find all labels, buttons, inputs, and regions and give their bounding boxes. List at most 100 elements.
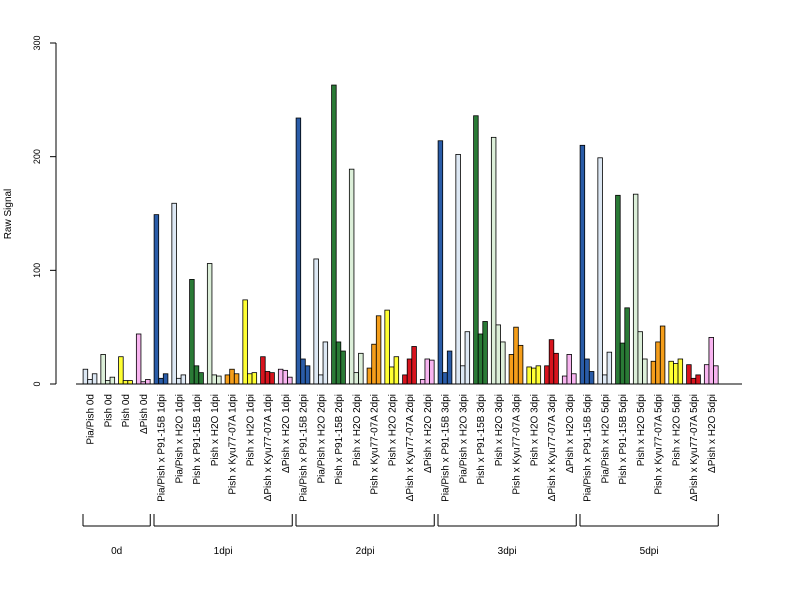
bar bbox=[189, 279, 195, 385]
bar bbox=[224, 374, 231, 385]
bar bbox=[713, 365, 719, 385]
category-label: Pia/Pish x H2O 2dpi bbox=[316, 394, 327, 484]
category-label: Pia/Pish x H2O 1dpi bbox=[174, 394, 185, 484]
category-label: Pish x H2O 2dpi bbox=[387, 394, 398, 466]
bar bbox=[118, 356, 124, 385]
bar bbox=[673, 363, 679, 385]
bar bbox=[548, 339, 555, 385]
bar bbox=[153, 214, 160, 385]
bar bbox=[82, 368, 89, 385]
bar bbox=[251, 372, 258, 385]
group-label: 3dpi bbox=[498, 546, 517, 557]
bar bbox=[553, 352, 559, 385]
bar bbox=[703, 364, 710, 385]
group-label: 0d bbox=[111, 546, 122, 557]
bar bbox=[193, 365, 200, 385]
category-label: Pia/Pish x H2O 3dpi bbox=[458, 394, 469, 484]
bar bbox=[313, 258, 319, 385]
bar bbox=[708, 336, 714, 385]
bar bbox=[619, 342, 626, 385]
bar bbox=[384, 309, 390, 385]
bar bbox=[353, 372, 359, 385]
category-label: Pish x P91-15B 5dpi bbox=[618, 394, 629, 485]
y-tick-label: 300 bbox=[32, 35, 42, 50]
bar bbox=[282, 369, 288, 385]
bar bbox=[331, 84, 337, 385]
bar bbox=[508, 354, 515, 385]
bar bbox=[100, 354, 106, 385]
bar bbox=[637, 331, 643, 385]
bar bbox=[588, 371, 595, 385]
category-label: ΔPish x H2O 3dpi bbox=[565, 394, 576, 473]
bar bbox=[659, 325, 666, 385]
bar bbox=[304, 365, 311, 385]
bar bbox=[411, 346, 417, 385]
bar bbox=[389, 366, 395, 385]
category-label: ΔPish 0d bbox=[139, 394, 150, 434]
bar bbox=[517, 344, 524, 385]
category-label: Pish x H2O 3dpi bbox=[529, 394, 540, 466]
category-label: Pia/Pish 0d bbox=[86, 394, 97, 445]
bar bbox=[579, 144, 586, 385]
bar bbox=[300, 358, 306, 385]
category-label: Pish x Kyu77-07A 2dpi bbox=[370, 394, 381, 495]
category-label: Pish x P91-15B 2dpi bbox=[334, 394, 345, 485]
category-label: ΔPish x H2O 1dpi bbox=[281, 394, 292, 473]
category-label: Pish x H2O 5dpi bbox=[636, 394, 647, 466]
group-label: 5dpi bbox=[640, 546, 659, 557]
bar bbox=[162, 373, 169, 385]
bar bbox=[615, 194, 621, 385]
bar bbox=[109, 376, 116, 385]
bar bbox=[87, 379, 93, 385]
bar bbox=[584, 358, 590, 385]
bar bbox=[91, 373, 98, 385]
bar bbox=[198, 372, 204, 385]
bar bbox=[566, 354, 572, 385]
bar bbox=[135, 333, 142, 385]
bar bbox=[393, 356, 400, 385]
y-tick-label: 200 bbox=[32, 149, 42, 164]
bar bbox=[105, 380, 111, 385]
bar bbox=[260, 356, 266, 385]
bar bbox=[482, 321, 488, 385]
bar bbox=[358, 352, 364, 385]
bar bbox=[535, 365, 542, 385]
category-label: Pia/Pish x P91-15B 3dpi bbox=[441, 394, 452, 502]
category-label: Pia/Pish x P91-15B 2dpi bbox=[299, 394, 310, 502]
category-label: Pish x H2O 3dpi bbox=[494, 394, 505, 466]
category-label: Pish 0d bbox=[121, 394, 132, 427]
bar bbox=[513, 326, 519, 385]
category-label: ΔPish x Kyu77-07A 1dpi bbox=[263, 394, 274, 501]
category-label: Pish x Kyu77-07A 3dpi bbox=[512, 394, 523, 495]
bar bbox=[122, 380, 129, 385]
group-label: 2dpi bbox=[356, 546, 375, 557]
bar bbox=[269, 372, 275, 385]
bars bbox=[82, 84, 719, 385]
bar bbox=[335, 341, 342, 385]
bar bbox=[277, 368, 284, 385]
bar bbox=[490, 136, 497, 385]
bar bbox=[561, 375, 568, 385]
bar bbox=[624, 307, 630, 385]
bar bbox=[632, 193, 639, 385]
bar bbox=[406, 358, 413, 385]
bar bbox=[233, 373, 240, 385]
bar bbox=[366, 367, 373, 385]
bar bbox=[424, 358, 430, 385]
category-label: Pia/Pish x P91-15B 5dpi bbox=[583, 394, 594, 502]
bar bbox=[650, 360, 657, 385]
bar bbox=[531, 367, 537, 385]
bar bbox=[429, 359, 435, 385]
category-label: ΔPish x Kyu77-07A 3dpi bbox=[547, 394, 558, 501]
category-label: Pish x P91-15B 3dpi bbox=[476, 394, 487, 485]
bar bbox=[340, 350, 346, 385]
category-label: Pish x H2O 1dpi bbox=[245, 394, 256, 466]
category-label: Pish 0d bbox=[103, 394, 114, 427]
bar bbox=[211, 374, 217, 385]
bar bbox=[655, 341, 661, 385]
bar bbox=[375, 315, 382, 385]
bar bbox=[668, 360, 674, 385]
bar bbox=[171, 202, 177, 385]
bar bbox=[695, 374, 701, 385]
